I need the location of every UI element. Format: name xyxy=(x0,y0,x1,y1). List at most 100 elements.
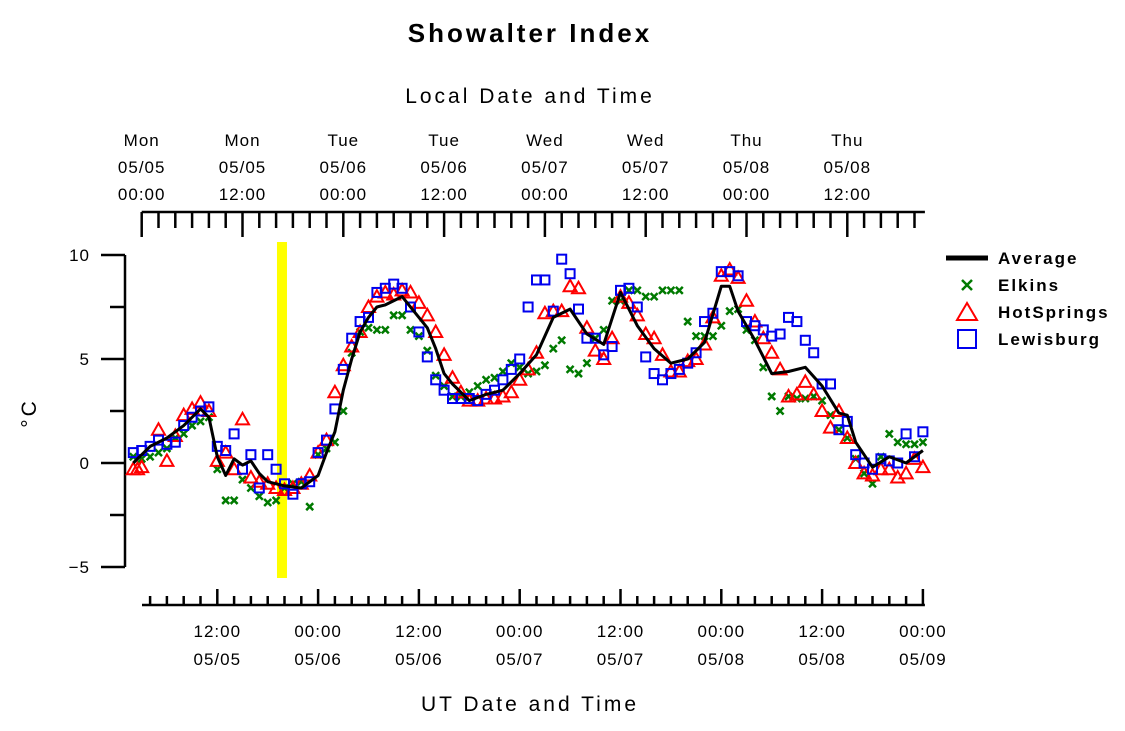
legend-swatch-elkins xyxy=(961,279,973,291)
legend-label-lewisburg: Lewisburg xyxy=(998,330,1101,349)
lewisburg-point xyxy=(556,253,568,265)
bottom-tick-time: 00:00 xyxy=(294,622,342,641)
lewisburg-point xyxy=(253,482,265,494)
lewisburg-point xyxy=(312,447,324,459)
bottom-tick-time: 00:00 xyxy=(496,622,544,641)
lewisburg-point xyxy=(245,449,257,461)
hotsprings-point xyxy=(242,469,260,484)
y-tick-label: 5 xyxy=(80,350,90,369)
hotsprings-point xyxy=(839,429,856,445)
top-tick-day: Tue xyxy=(428,131,460,150)
lewisburg-point xyxy=(564,268,576,280)
highlight-bar xyxy=(276,242,287,578)
elkins-point xyxy=(364,323,373,333)
elkins-point xyxy=(540,360,550,370)
hotsprings-point xyxy=(503,383,520,399)
elkins-point xyxy=(800,394,810,403)
elkins-point xyxy=(691,331,701,341)
legend-swatch-lewisburg xyxy=(957,329,977,349)
lewisburg-point xyxy=(799,334,811,346)
hotsprings-point xyxy=(435,346,453,361)
lewisburg-point xyxy=(363,311,374,323)
lewisburg-point xyxy=(640,351,652,363)
lewisburg-point xyxy=(917,426,929,438)
elkins-point xyxy=(649,292,659,301)
bottom-tick-time: 00:00 xyxy=(899,622,947,641)
hotsprings-point xyxy=(561,277,579,293)
lewisburg-point xyxy=(699,316,710,328)
hotsprings-point xyxy=(452,383,470,399)
lewisburg-point xyxy=(346,332,358,344)
lewisburg-point xyxy=(850,449,862,461)
lewisburg-point xyxy=(598,349,610,361)
hotsprings-point xyxy=(629,306,646,322)
elkins-point xyxy=(557,335,567,345)
hotsprings-point xyxy=(797,373,814,388)
elkins-point xyxy=(389,310,399,320)
hotsprings-point xyxy=(326,383,344,399)
lewisburg-point xyxy=(505,363,517,375)
bottom-tick-date: 05/07 xyxy=(496,650,544,669)
lewisburg-point xyxy=(270,463,282,475)
hotsprings-point xyxy=(771,360,789,376)
lewisburg-point xyxy=(547,305,559,317)
hotsprings-point xyxy=(427,323,444,338)
y-axis-title: °C xyxy=(18,398,41,428)
elkins-point xyxy=(548,344,558,353)
lewisburg-point xyxy=(186,411,198,423)
hotsprings-point xyxy=(897,464,915,480)
lewisburg-point xyxy=(631,301,643,313)
lewisburg-point xyxy=(220,445,232,457)
lewisburg-point xyxy=(623,282,635,294)
hotsprings-point xyxy=(914,458,932,474)
hotsprings-point xyxy=(738,292,755,307)
elkins-point xyxy=(632,285,642,295)
lewisburg-point xyxy=(396,282,408,294)
hotsprings-point xyxy=(511,371,528,386)
top-tick-date: 05/08 xyxy=(824,158,872,177)
y-tick-labels: 10 5 0 −5 xyxy=(69,246,90,577)
y-tick-label: −5 xyxy=(69,558,90,577)
elkins-point xyxy=(254,491,264,501)
y-tick-label: 10 xyxy=(69,246,90,265)
legend-label-hotsprings: HotSprings xyxy=(998,303,1110,322)
bottom-tick-date: 05/08 xyxy=(698,650,746,669)
bottom-tick-labels: 12:00 05/05 00:00 05/06 12:00 05/06 00:00 05/07… xyxy=(194,622,947,669)
lewisburg-point xyxy=(673,363,685,375)
top-tick-date: 05/05 xyxy=(118,158,166,177)
hotsprings-point xyxy=(209,452,226,467)
elkins-point xyxy=(775,406,785,416)
elkins-point xyxy=(582,358,592,368)
lewisburg-point xyxy=(514,353,526,365)
top-tick-day: Thu xyxy=(831,131,863,150)
lewisburg-point xyxy=(573,303,584,315)
elkins-point xyxy=(658,285,667,295)
lewisburg-point xyxy=(522,301,534,313)
lewisburg-point xyxy=(589,332,601,344)
elkins-point xyxy=(674,285,684,295)
lewisburg-point xyxy=(900,428,912,440)
top-tick-day: Mon xyxy=(124,131,160,150)
top-tick-date: 05/05 xyxy=(219,158,267,177)
elkins-point xyxy=(599,325,609,335)
bottom-tick-time: 12:00 xyxy=(194,622,242,641)
elkins-point xyxy=(666,285,676,295)
elkins-point xyxy=(758,362,768,372)
hotsprings-point xyxy=(419,306,436,322)
elkins-point xyxy=(826,410,835,420)
bottom-tick-date: 05/08 xyxy=(798,650,846,669)
lewisburg-point xyxy=(438,384,450,396)
top-tick-time: 00:00 xyxy=(723,185,771,204)
elkins-point xyxy=(481,375,491,385)
elkins-point xyxy=(708,331,718,341)
top-tick-date: 05/07 xyxy=(521,158,569,177)
lewisburg-point xyxy=(690,347,702,359)
elkins-point xyxy=(406,325,415,335)
lewisburg-point xyxy=(539,274,551,286)
lewisburg-point xyxy=(430,374,442,386)
lewisburg-point xyxy=(774,328,786,340)
bottom-tick-date: 05/06 xyxy=(294,650,342,669)
elkins-point xyxy=(641,292,651,301)
lewisburg-point xyxy=(808,347,820,359)
